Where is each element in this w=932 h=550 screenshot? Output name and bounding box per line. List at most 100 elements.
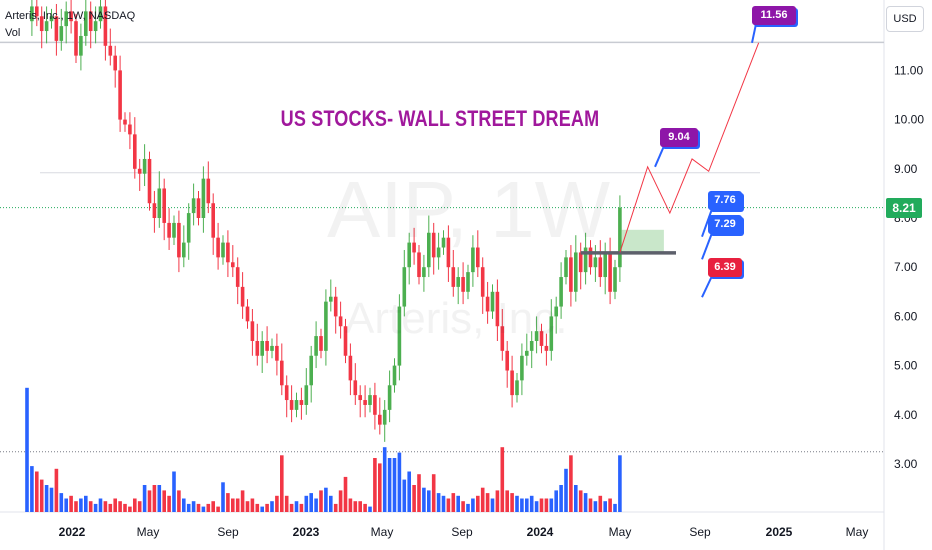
candle-body [275, 345, 279, 361]
candle-body [382, 409, 387, 425]
volume-bar [412, 485, 416, 512]
volume-bar [525, 498, 529, 512]
volume-bar [441, 495, 446, 512]
candle [490, 284, 495, 319]
candle [93, 6, 98, 44]
volume-bar [304, 495, 309, 512]
volume-bar [446, 498, 451, 512]
volume-bar [182, 498, 186, 512]
volume-bar [98, 498, 103, 512]
price-target-label[interactable]: 7.29 [708, 215, 742, 234]
candle [343, 318, 348, 364]
candle-body [113, 55, 117, 71]
candle-body [412, 242, 416, 253]
candle-body [417, 252, 421, 278]
candle-body [593, 257, 598, 268]
candle [30, 0, 34, 36]
candle [142, 144, 147, 187]
candle [471, 235, 475, 287]
candle-body [74, 21, 78, 56]
volume-bar [30, 466, 34, 512]
volume-bar [480, 487, 485, 512]
chart-headline: US STOCKS- WALL STREET DREAM [280, 106, 600, 131]
candle [417, 245, 421, 285]
y-tick-label: 3.00 [894, 457, 918, 471]
candle [54, 3, 59, 56]
candle [35, 0, 39, 27]
volume-bar [520, 498, 524, 512]
price-target-label[interactable]: 9.04 [660, 128, 698, 147]
volume-bar [84, 495, 88, 512]
volume-bar [235, 498, 240, 512]
volume-bar [186, 503, 191, 512]
volume-bars [25, 387, 622, 512]
volume-bar [93, 503, 98, 512]
price-target-label[interactable]: 11.56 [752, 6, 796, 25]
candle [451, 249, 456, 297]
time-axis[interactable]: 2022 May Sep 2023 May Sep 2024 May Sep 2025 May [59, 525, 869, 539]
volume-bar [133, 498, 137, 512]
candle [436, 232, 441, 270]
candle [147, 151, 152, 211]
volume-bar [167, 495, 171, 512]
candle-body [182, 242, 186, 258]
candle [402, 249, 407, 317]
candle-body [216, 237, 220, 258]
volume-bar [226, 493, 230, 512]
candle [534, 316, 539, 354]
x-tick-label: May [609, 525, 632, 539]
candle-body [324, 301, 328, 351]
volume-bar [392, 458, 397, 512]
candle-body [559, 277, 563, 307]
candle [407, 232, 411, 285]
candle [353, 363, 358, 405]
volume-bar [255, 503, 260, 512]
candle-body [387, 385, 392, 410]
volume-bar [363, 503, 367, 512]
candle [574, 235, 578, 302]
candle-body [431, 232, 436, 258]
candle [172, 215, 176, 246]
volume-bar [39, 479, 44, 512]
chart-title[interactable]: Arteris, Inc., 1W, NASDAQ [5, 10, 136, 22]
candle-body [451, 267, 456, 287]
candle [235, 257, 240, 305]
candle-body [476, 247, 480, 268]
candle-body [240, 286, 245, 307]
candle-body [64, 11, 68, 27]
candle-body [294, 400, 299, 410]
volume-bar [471, 498, 475, 512]
currency-button[interactable]: USD [886, 6, 924, 32]
candle-body [407, 242, 411, 268]
volume-legend[interactable]: Vol [5, 27, 21, 39]
volume-bar [613, 503, 617, 512]
candle-body [137, 168, 142, 174]
volume-bar [485, 493, 490, 512]
volume-bar [69, 495, 73, 512]
candle-body [583, 247, 588, 273]
candle-body [152, 203, 157, 218]
candle [495, 279, 500, 341]
price-target-label[interactable]: 6.39 [708, 258, 742, 277]
candle [338, 301, 343, 339]
volume-bar [284, 495, 289, 512]
candle-body [231, 262, 235, 268]
price-target-label[interactable]: 7.76 [708, 191, 742, 210]
candle-body [39, 16, 44, 32]
candle [544, 333, 549, 366]
volume-bar [495, 490, 500, 512]
candle [378, 397, 382, 435]
x-tick-label: Sep [217, 525, 239, 539]
volume-bar [544, 498, 549, 512]
volume-bar [152, 485, 157, 512]
volume-bar [137, 501, 142, 512]
candle [231, 245, 235, 278]
candle [387, 370, 392, 423]
candle [348, 343, 353, 396]
candle-body [554, 306, 558, 317]
candle-body [422, 267, 426, 278]
candle [549, 299, 554, 361]
candle [373, 382, 377, 430]
